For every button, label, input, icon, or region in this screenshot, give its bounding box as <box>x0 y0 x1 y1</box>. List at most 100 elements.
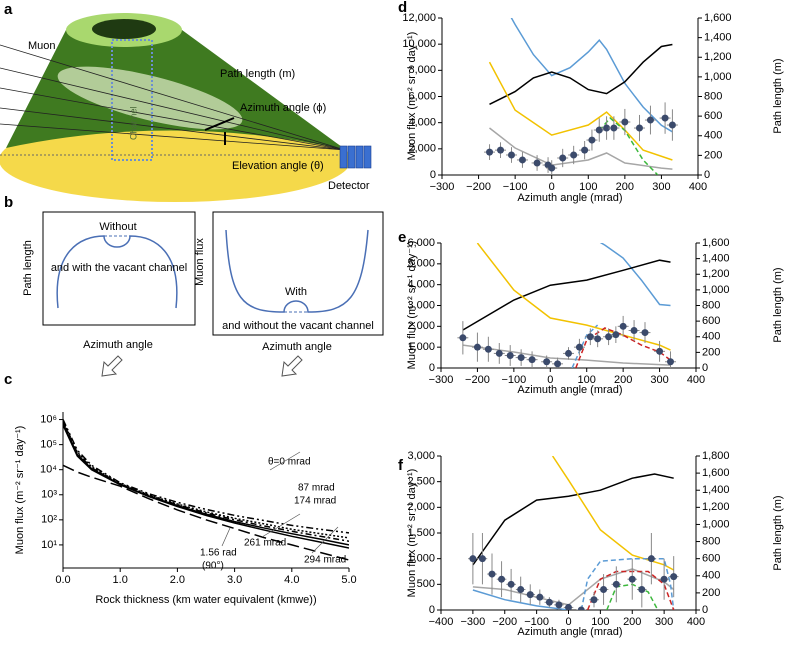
point <box>630 327 638 334</box>
chart: c 0.0 1.0 2.0 3.0 4.0 5.0 10¹ 10² 10³ 10⁴ 10⁵ 10⁶ Roc… <box>4 371 357 606</box>
chart: d−300 −200 −100 0 100 200 300 40002,0004,0006,0… <box>398 0 784 204</box>
box <box>42 211 196 326</box>
label: Path length (m) <box>220 68 295 80</box>
chart: f−400 −300 −200 −100 0 100 200 300 40005001,0001… <box>398 450 784 638</box>
point <box>605 333 613 341</box>
point <box>577 606 585 610</box>
y2-tick-label: 0 <box>704 169 710 181</box>
x-tick-label: 400 <box>687 374 705 386</box>
arrow <box>101 355 123 377</box>
label: Elevation angle (θ) <box>232 160 324 172</box>
y-tick-label: 10³ <box>41 489 57 501</box>
detector-icon <box>339 145 372 169</box>
point <box>473 343 481 351</box>
y-axis-label: Muon flux (m⁻² sr⁻¹ day⁻¹) <box>406 241 418 370</box>
point <box>661 114 669 122</box>
x-tick-label: −300 <box>429 374 454 386</box>
point <box>478 555 486 563</box>
y-label: Muon flux <box>194 238 206 286</box>
y2-tick-label: 1,600 <box>704 12 732 24</box>
y2-tick-label: 1,200 <box>702 501 730 513</box>
y2-tick-label: 1,400 <box>704 32 732 44</box>
point <box>545 598 553 606</box>
curve <box>225 229 369 313</box>
point <box>628 575 636 583</box>
point <box>498 575 506 583</box>
plot-area <box>468 456 679 610</box>
point <box>533 159 541 167</box>
y2-axis-label: Path length (m) <box>772 495 784 570</box>
x-tick-label: −300 <box>460 616 485 628</box>
line <box>63 464 349 561</box>
x-tick-label: 100 <box>591 616 609 628</box>
point <box>488 570 496 578</box>
y-tick-label: 10⁶ <box>40 413 57 425</box>
y2-tick-label: 1,200 <box>702 268 730 280</box>
y2-tick-label: 1,000 <box>704 71 732 83</box>
y-tick-label: 10,000 <box>402 38 436 50</box>
label: Detector <box>328 180 370 192</box>
y2-axis-label: Path length (m) <box>772 58 784 133</box>
y-axis-label: Muon flux (m⁻² sr⁻¹ day⁻¹) <box>14 426 26 555</box>
x-label: Azimuth angle <box>262 341 332 353</box>
point <box>518 156 526 164</box>
y2-tick-label: 1,000 <box>702 284 730 296</box>
x-tick-label: −200 <box>466 181 491 193</box>
point <box>656 347 664 355</box>
x-tick-label: 300 <box>655 616 673 628</box>
y-tick-label: 5,000 <box>407 258 435 270</box>
line <box>599 243 671 307</box>
point <box>595 126 603 134</box>
point <box>506 352 514 359</box>
point <box>612 580 620 588</box>
y2-tick-label: 800 <box>704 90 722 102</box>
point <box>638 585 646 593</box>
y-tick-label: 1,000 <box>407 553 435 565</box>
box <box>212 211 384 336</box>
y2-tick-label: 200 <box>704 149 722 161</box>
x-axis-label: Azimuth angle (mrad) <box>517 384 622 396</box>
y2-tick-label: 1,800 <box>702 450 730 462</box>
line <box>510 18 673 133</box>
point <box>621 118 629 126</box>
y2-tick-label: 1,400 <box>702 253 730 265</box>
point <box>554 360 562 368</box>
label: Without <box>99 221 136 233</box>
point <box>575 343 583 351</box>
y-tick-label: 10¹ <box>41 539 57 551</box>
channel-outline <box>111 39 153 161</box>
label: and with the vacant channel <box>51 262 187 274</box>
y-tick-label: 2,000 <box>407 501 435 513</box>
x-tick-label: 5.0 <box>341 574 356 586</box>
y-tick-label: 0 <box>429 362 435 374</box>
y2-tick-label: 200 <box>702 346 720 358</box>
point <box>486 148 494 156</box>
x-tick-label: −100 <box>501 374 526 386</box>
panel-label: a <box>4 1 13 18</box>
panel-a: a Muon Path length (m) Azimuth angle (ϕ)… <box>0 1 372 202</box>
point <box>641 329 649 337</box>
x-axis-label: Azimuth angle (mrad) <box>517 192 622 204</box>
point <box>555 601 563 609</box>
y2-tick-label: 400 <box>702 331 720 343</box>
y2-tick-label: 600 <box>702 315 720 327</box>
base <box>0 118 351 202</box>
leader-line <box>269 451 301 471</box>
point <box>647 555 655 563</box>
y-tick-label: 0 <box>429 604 435 616</box>
y-tick-label: 4,000 <box>408 117 436 129</box>
point <box>603 124 611 132</box>
point <box>517 354 525 362</box>
point <box>667 358 674 366</box>
point <box>495 349 503 357</box>
muon-paths <box>0 44 346 151</box>
point <box>507 580 515 588</box>
point <box>517 585 525 593</box>
point <box>484 345 492 353</box>
point <box>565 349 572 357</box>
point <box>526 591 534 599</box>
point <box>559 154 567 162</box>
point <box>668 121 676 129</box>
point <box>565 603 572 610</box>
